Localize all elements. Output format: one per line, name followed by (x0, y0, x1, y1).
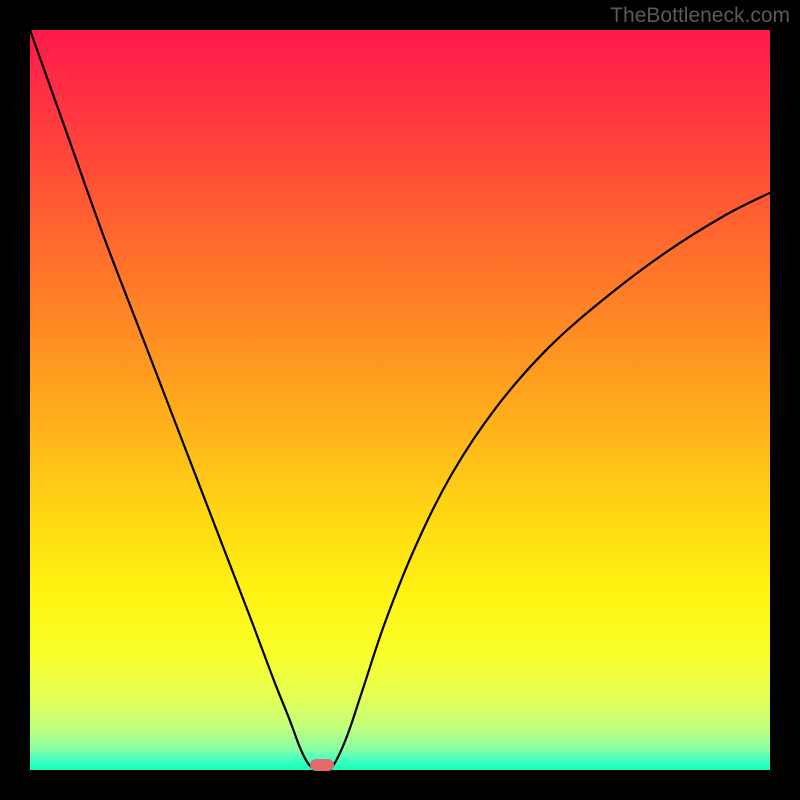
minimum-marker (310, 759, 334, 771)
chart-container: { "watermark": { "text": "TheBottleneck.… (0, 0, 800, 800)
plot-area (30, 30, 770, 770)
watermark-text: TheBottleneck.com (610, 4, 790, 28)
bottleneck-curve (30, 30, 770, 770)
